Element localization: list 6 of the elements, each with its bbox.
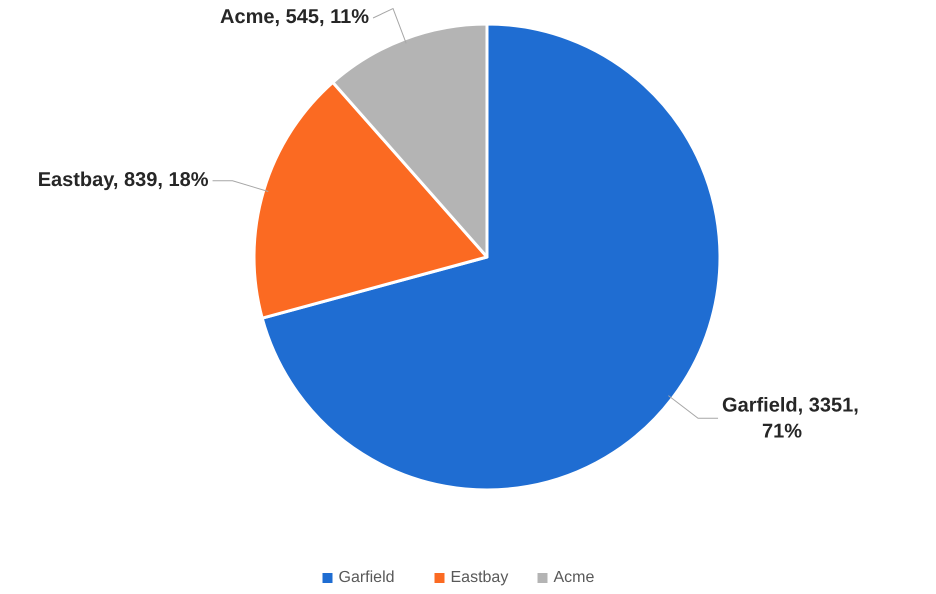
data-label: Eastbay, 839, 18% (38, 169, 209, 192)
legend-label: Eastbay (450, 569, 508, 586)
legend-label: Acme (554, 569, 594, 586)
data-label: Acme, 545, 11% (220, 6, 370, 28)
data-label: Garfield, 3351, 71% (722, 394, 859, 443)
legend-label: Garfield (338, 569, 395, 586)
